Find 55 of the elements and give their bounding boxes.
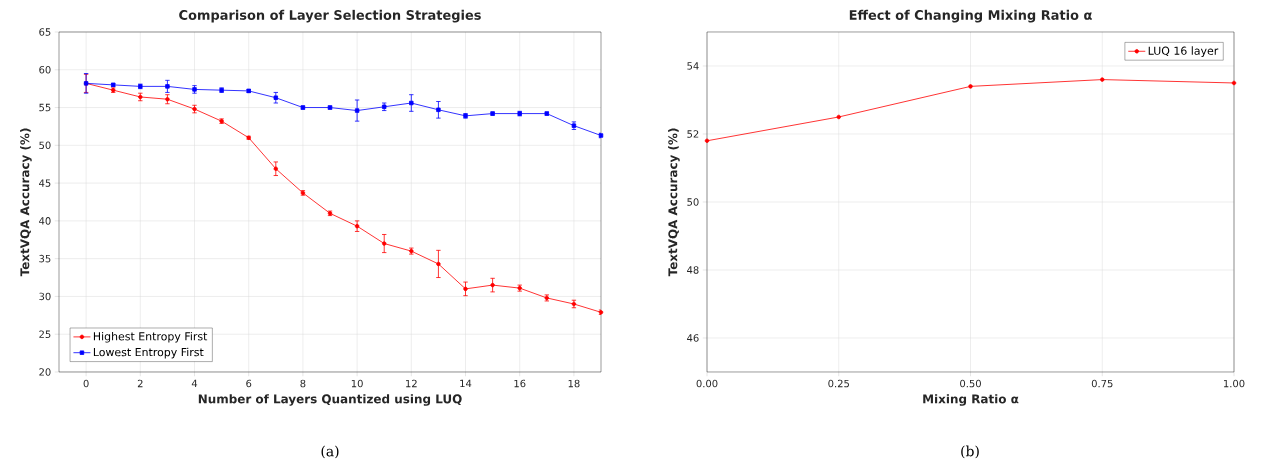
legend-label: Highest Entropy First	[93, 331, 208, 343]
y-tick-label: 50	[687, 198, 699, 206]
point	[1100, 77, 1105, 82]
text: (a)	[321, 445, 339, 459]
point	[382, 241, 387, 246]
point	[273, 166, 278, 171]
y-tick-label: 65	[39, 28, 51, 36]
point	[436, 261, 441, 267]
x-tick-label: 16	[514, 379, 526, 388]
point	[463, 286, 468, 292]
y-tick-label: 46	[687, 334, 699, 342]
point	[968, 84, 973, 89]
x-tick-label: 0.50	[960, 379, 981, 388]
legend-label: Lowest Entropy First	[93, 347, 204, 359]
x-tick-label: 0.25	[828, 379, 849, 388]
x-tick-label: 2	[137, 379, 143, 388]
point	[354, 108, 360, 113]
x-tick-label: 0.00	[696, 379, 718, 388]
y-tick-label: 48	[687, 266, 699, 274]
y-tick-label: 60	[39, 65, 51, 74]
point	[490, 282, 495, 288]
x-tick-label: 6	[246, 379, 252, 388]
chart-title: Comparison of Layer Selection Strategies	[179, 9, 481, 23]
chart-title: Effect of Changing Mixing Ratio α	[849, 9, 1092, 23]
x-tick-label: 10	[351, 379, 363, 388]
x-tick-label: 8	[300, 379, 306, 388]
y-tick-label: 45	[39, 179, 51, 187]
y-tick-label: 20	[39, 368, 51, 376]
x-axis-title: Mixing Ratio α	[923, 394, 1019, 406]
point	[836, 114, 841, 120]
point	[1231, 80, 1237, 86]
x-tick-label: 12	[406, 379, 417, 388]
x-tick-label: 1.00	[1224, 379, 1245, 388]
y-tick-label: 50	[39, 141, 51, 150]
y-tick-label: 54	[687, 62, 699, 70]
y-tick-label: 25	[39, 330, 51, 338]
point	[165, 84, 170, 89]
x-tick-label: 0	[83, 379, 89, 388]
x-axis-title: Number of Layers Quantized using LUQ	[198, 394, 462, 406]
y-tick-label: 52	[687, 130, 699, 138]
text: (b)	[961, 445, 979, 459]
x-tick-label: 0.75	[1091, 379, 1113, 388]
point	[436, 107, 441, 112]
y-axis-title: TextVQA Accuracy (%)	[20, 128, 32, 277]
y-tick-label: 40	[39, 217, 51, 225]
y-tick-label: 55	[39, 103, 51, 112]
point	[704, 138, 710, 143]
x-tick-label: 18	[568, 379, 580, 388]
y-tick-label: 30	[39, 292, 51, 301]
y-axis-title: TextVQA Accuracy (%)	[668, 128, 680, 277]
y-tick-label: 35	[39, 254, 51, 263]
x-tick-label: 4	[191, 379, 198, 388]
x-tick-label: 14	[460, 379, 472, 388]
legend-label: LUQ 16 layer	[1148, 46, 1219, 57]
point	[409, 100, 414, 106]
